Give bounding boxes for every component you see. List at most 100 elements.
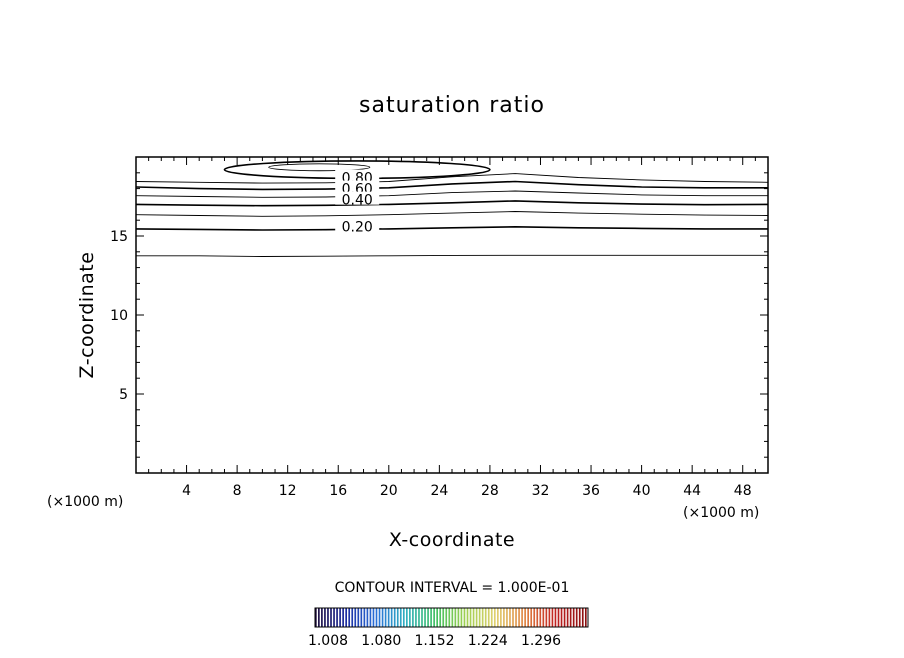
x-unit-left: (×1000 m) [47,494,123,510]
colorbar-label: 1.224 [468,633,508,649]
colorbar-stripe [490,608,493,627]
colorbar-stripe [518,608,520,627]
x-tick-label: 32 [532,483,550,499]
colorbar-stripe [554,608,557,627]
contour-line-0.5 [135,190,768,198]
colorbar-stripe [524,608,526,627]
colorbar-stripe [387,608,390,627]
colorbar-stripe [315,608,317,627]
colorbar-stripe [339,608,341,627]
colorbar-stripe [500,608,502,627]
colorbar-stripe [427,608,429,627]
colorbar-stripe [345,608,348,627]
colorbar-stripe [378,608,381,627]
colorbar-stripe [333,608,335,627]
x-tick-label: 4 [182,483,191,499]
contour-label-bg [335,180,380,194]
y-tick-label: 5 [119,387,128,403]
colorbar-stripe [396,608,399,627]
colorbar-stripe [402,608,405,627]
colorbar-stripe [412,608,414,627]
colorbar-frame [314,607,589,628]
colorbar-stripe [448,608,451,627]
x-tick-label: 40 [633,483,651,499]
colorbar-stripe [569,608,572,627]
x-tick-label: 8 [233,483,242,499]
colorbar-stripe [509,608,511,627]
colorbar-stripe [415,608,417,627]
colorbar-stripe [433,608,435,627]
colorbar-stripe [560,608,563,627]
colorbar-stripe [466,608,469,627]
colorbar-stripe [445,608,448,627]
colorbar-stripe [539,608,542,627]
colorbar-stripe [375,608,378,627]
colorbar-stripe [487,608,490,627]
colorbar-stripe [536,608,539,627]
colorbar-stripe [336,608,338,627]
colorbar-label: 1.296 [521,633,561,649]
colorbar-stripe [497,608,499,627]
colorbar-stripe [478,608,481,627]
y-tick-label: 15 [110,229,128,245]
contour-interval-text: CONTOUR INTERVAL = 1.000E-01 [335,580,570,596]
colorbar-stripe [575,608,578,627]
x-tick-label: 36 [582,483,600,499]
colorbar-stripe [527,608,530,627]
colorbar-stripe [381,608,384,627]
colorbar-stripe [321,608,323,627]
closed-contour-0.9 [268,163,371,172]
contour-line-0.3 [135,211,769,217]
colorbar: 1.008 1.080 1.152 1.224 1.296 [308,607,589,649]
x-unit-right: (×1000 m) [683,505,759,521]
colorbar-stripe [584,608,587,627]
colorbar-stripe [439,608,442,627]
colorbar-stripe [548,608,551,627]
colorbar-stripe [572,608,575,627]
colorbar-stripe [542,608,545,627]
colorbar-stripe [475,608,478,627]
colorbar-stripe [503,608,505,627]
colorbar-stripe [409,608,411,627]
colorbar-stripe [351,608,354,627]
chart-title: saturation ratio [359,93,545,118]
colorbar-label: 1.152 [414,633,454,649]
colorbar-stripe [418,608,420,627]
colorbar-label: 1.008 [308,633,348,649]
contour-lines: 0.800.600.400.20 [135,160,769,257]
colorbar-stripe [330,608,332,627]
x-tick-label: 48 [734,483,752,499]
x-axis-label: X-coordinate [389,529,515,551]
x-tick-label: 28 [481,483,499,499]
colorbar-stripe [557,608,560,627]
y-tick-label: 10 [110,308,128,324]
contour-line-0.7 [135,173,769,184]
colorbar-stripe [366,608,369,627]
colorbar-label: 1.080 [361,633,401,649]
colorbar-stripe [372,608,375,627]
colorbar-stripe [421,608,423,627]
colorbar-stripe [348,608,351,627]
contour-label-bg [335,218,380,232]
colorbar-stripe [566,608,569,627]
x-tick-label: 12 [279,483,297,499]
colorbar-stripe [369,608,372,627]
colorbar-stripe [451,608,454,627]
colorbar-stripe [563,608,566,627]
colorbar-stripe [363,608,366,627]
contour-label: 0.20 [342,220,373,236]
x-tick-label: 24 [430,483,448,499]
colorbar-stripe [530,608,533,627]
contour-label-bg [335,191,380,205]
colorbar-stripe [469,608,472,627]
colorbar-stripe [512,608,514,627]
colorbar-stripe [481,608,484,627]
contour-label-bg [335,169,380,183]
colorbar-stripe [318,608,320,627]
colorbar-stripe [545,608,548,627]
colorbar-stripe [384,608,387,627]
y-axis-label: Z-coordinate [76,252,98,379]
colorbar-stripe [578,608,581,627]
colorbar-stripe [399,608,402,627]
